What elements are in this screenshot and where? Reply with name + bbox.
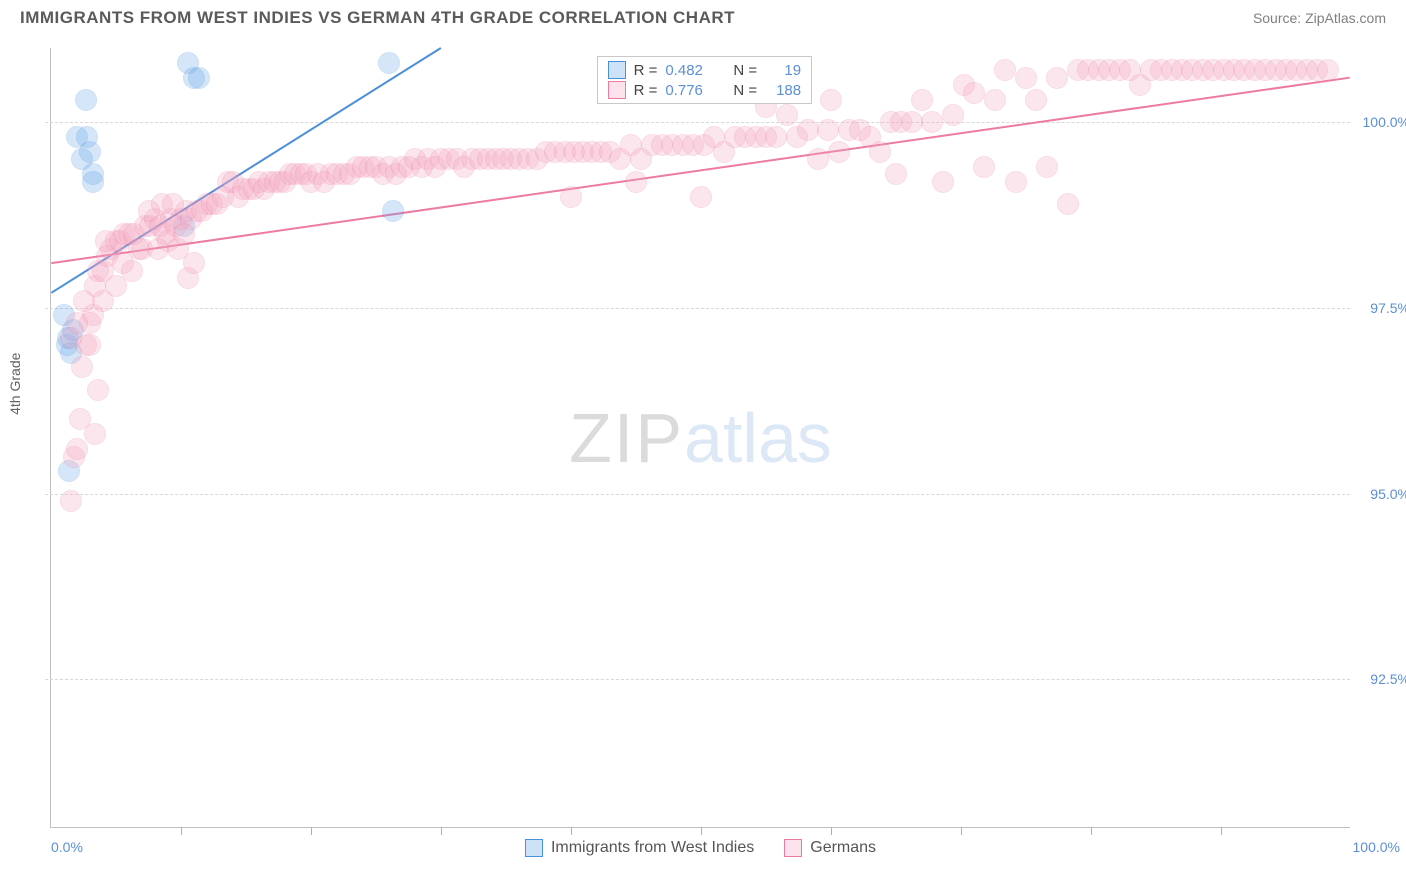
- data-point: [378, 52, 400, 74]
- data-point: [942, 104, 964, 126]
- data-point: [984, 89, 1006, 111]
- chart-title: IMMIGRANTS FROM WEST INDIES VS GERMAN 4T…: [20, 8, 735, 28]
- data-point: [963, 82, 985, 104]
- data-point: [66, 438, 88, 460]
- legend-n-label: N =: [733, 82, 757, 99]
- legend-row: R = 0.776 N = 188: [608, 81, 802, 99]
- source-attribution: Source: ZipAtlas.com: [1253, 10, 1386, 26]
- data-point: [776, 104, 798, 126]
- data-point: [625, 171, 647, 193]
- data-point: [994, 59, 1016, 81]
- data-point: [820, 89, 842, 111]
- data-point: [188, 67, 210, 89]
- data-point: [95, 230, 117, 252]
- data-point: [162, 193, 184, 215]
- data-point: [765, 126, 787, 148]
- data-point: [885, 163, 907, 185]
- legend-swatch: [784, 839, 802, 857]
- scatter-layer: [51, 48, 1350, 827]
- data-point: [76, 126, 98, 148]
- data-point: [921, 111, 943, 133]
- legend-row: R = 0.482 N = 19: [608, 61, 802, 79]
- x-tick: [961, 827, 962, 835]
- data-point: [1057, 193, 1079, 215]
- legend-r-label: R =: [634, 62, 658, 79]
- legend-item: Immigrants from West Indies: [525, 839, 754, 857]
- x-axis-max-label: 100.0%: [1353, 839, 1400, 855]
- x-tick: [1091, 827, 1092, 835]
- x-tick: [1221, 827, 1222, 835]
- data-point: [911, 89, 933, 111]
- x-tick: [441, 827, 442, 835]
- data-point: [1025, 89, 1047, 111]
- data-point: [901, 111, 923, 133]
- y-tick-label: 92.5%: [1370, 671, 1406, 687]
- source-prefix: Source:: [1253, 10, 1305, 26]
- source-name: ZipAtlas.com: [1305, 10, 1386, 26]
- data-point: [797, 119, 819, 141]
- data-point: [932, 171, 954, 193]
- data-point: [382, 200, 404, 222]
- data-point: [87, 379, 109, 401]
- data-point: [973, 156, 995, 178]
- legend-swatch: [608, 81, 626, 99]
- correlation-legend: R = 0.482 N = 19 R = 0.776 N = 188: [597, 56, 813, 104]
- legend-n-label: N =: [733, 62, 757, 79]
- data-point: [817, 119, 839, 141]
- data-point: [183, 252, 205, 274]
- data-point: [79, 334, 101, 356]
- legend-n-value: 19: [765, 62, 801, 79]
- y-tick-label: 95.0%: [1370, 486, 1406, 502]
- legend-r-value: 0.482: [665, 62, 725, 79]
- legend-series-name: Germans: [810, 839, 876, 857]
- x-tick: [181, 827, 182, 835]
- data-point: [560, 186, 582, 208]
- series-legend: Immigrants from West Indies Germans: [51, 839, 1350, 857]
- data-point: [75, 89, 97, 111]
- data-point: [690, 186, 712, 208]
- x-tick: [571, 827, 572, 835]
- legend-swatch: [525, 839, 543, 857]
- legend-n-value: 188: [765, 82, 801, 99]
- data-point: [173, 223, 195, 245]
- x-tick: [831, 827, 832, 835]
- data-point: [1046, 67, 1068, 89]
- data-point: [73, 290, 95, 312]
- data-point: [1015, 67, 1037, 89]
- data-point: [828, 141, 850, 163]
- y-tick-label: 100.0%: [1363, 114, 1406, 130]
- legend-series-name: Immigrants from West Indies: [551, 839, 754, 857]
- legend-r-value: 0.776: [665, 82, 725, 99]
- data-point: [82, 171, 104, 193]
- data-point: [60, 490, 82, 512]
- legend-item: Germans: [784, 839, 876, 857]
- data-point: [807, 148, 829, 170]
- data-point: [1317, 59, 1339, 81]
- data-point: [1036, 156, 1058, 178]
- data-point: [84, 423, 106, 445]
- data-point: [121, 260, 143, 282]
- data-point: [1005, 171, 1027, 193]
- y-tick-label: 97.5%: [1370, 300, 1406, 316]
- data-point: [869, 141, 891, 163]
- legend-r-label: R =: [634, 82, 658, 99]
- y-axis-title: 4th Grade: [7, 352, 23, 414]
- data-point: [71, 356, 93, 378]
- x-tick: [311, 827, 312, 835]
- legend-swatch: [608, 61, 626, 79]
- chart-plot-area: 4th Grade 92.5%95.0%97.5%100.0% ZIPatlas…: [50, 48, 1350, 828]
- data-point: [60, 327, 82, 349]
- x-tick: [701, 827, 702, 835]
